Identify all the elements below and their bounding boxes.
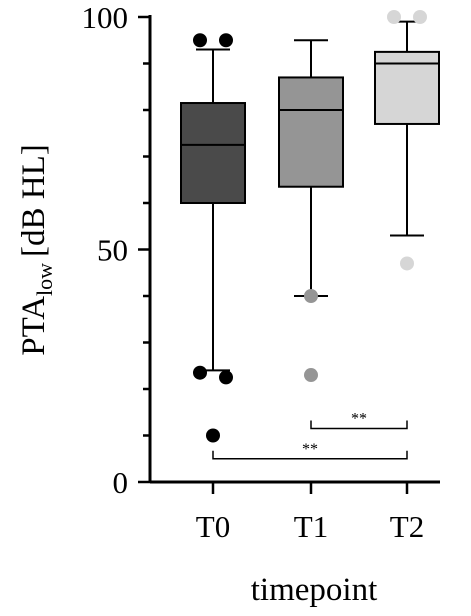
outlier-point bbox=[193, 365, 207, 380]
y-axis-title-subscript: low bbox=[32, 263, 57, 296]
outlier-point bbox=[304, 289, 318, 303]
x-axis-title: timepoint bbox=[251, 572, 378, 608]
x-tick-label: T1 bbox=[294, 509, 328, 544]
outlier-point bbox=[413, 10, 427, 24]
box-group-t2 bbox=[374, 10, 440, 271]
significance-label: ** bbox=[302, 441, 318, 458]
bracket-line bbox=[212, 450, 408, 460]
y-axis-title-main: PTA bbox=[16, 296, 52, 356]
outlier-point bbox=[219, 33, 233, 48]
significance-bracket: ** bbox=[212, 441, 408, 460]
outlier-point bbox=[219, 370, 233, 385]
box-iqr bbox=[180, 102, 246, 204]
outlier-point bbox=[387, 10, 401, 24]
significance-label: ** bbox=[351, 411, 367, 428]
outlier-point bbox=[400, 256, 414, 271]
x-tick-label: T2 bbox=[390, 509, 424, 544]
box-group-t0 bbox=[180, 33, 246, 443]
bracket-line bbox=[310, 420, 408, 430]
y-axis-title-unit: [dB HL] bbox=[16, 144, 52, 257]
box-group-t1 bbox=[278, 39, 344, 383]
y-tick-label: 50 bbox=[97, 233, 128, 268]
y-tick-label: 100 bbox=[82, 0, 129, 35]
box-iqr bbox=[278, 76, 344, 188]
outlier-point bbox=[304, 368, 318, 383]
outlier-point bbox=[206, 428, 220, 443]
outlier-point bbox=[193, 33, 207, 48]
y-tick-label: 0 bbox=[113, 465, 129, 500]
x-tick-label: T0 bbox=[196, 509, 230, 544]
significance-bracket: ** bbox=[310, 411, 408, 430]
y-axis-title: PTAlow [dB HL] bbox=[16, 144, 57, 355]
